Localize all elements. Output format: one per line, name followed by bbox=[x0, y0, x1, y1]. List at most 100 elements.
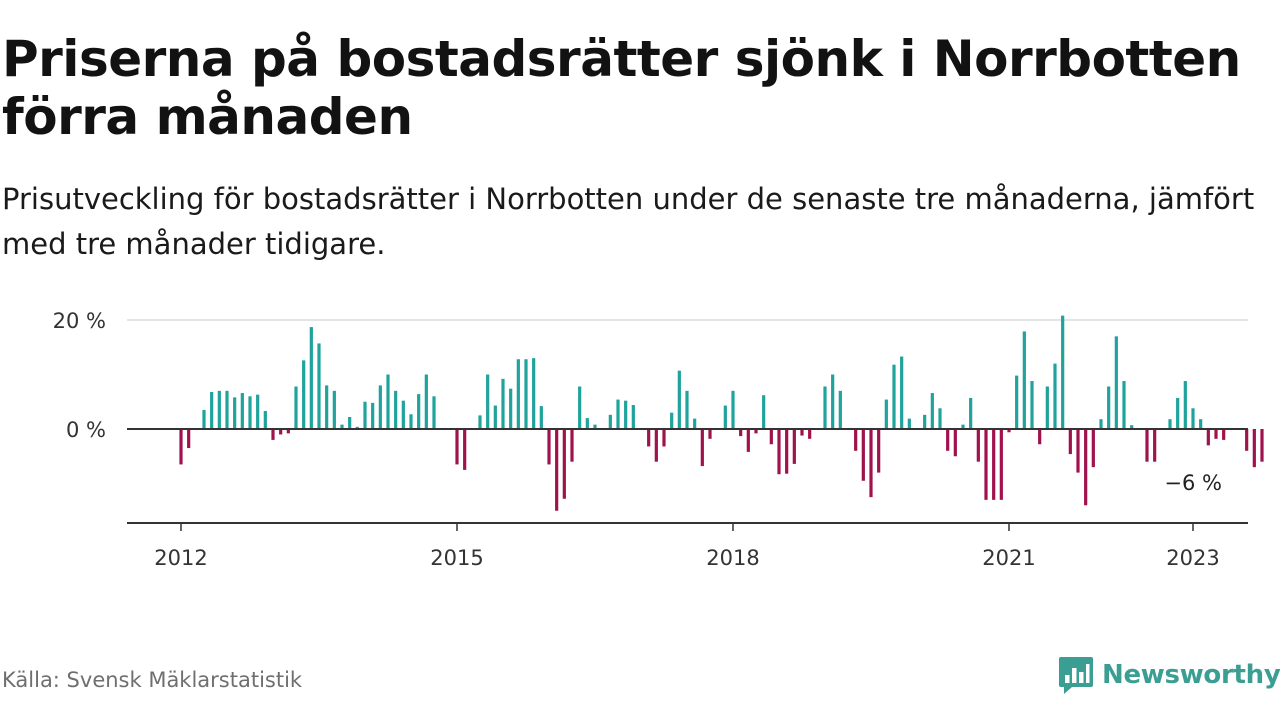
bar bbox=[984, 429, 988, 500]
bar bbox=[486, 374, 490, 429]
bar bbox=[877, 429, 881, 473]
bar bbox=[1107, 386, 1111, 429]
newsworthy-logo-icon bbox=[1059, 657, 1093, 694]
bar bbox=[210, 391, 214, 429]
chart-subtitle: Prisutveckling för bostadsrätter i Norrb… bbox=[2, 182, 1255, 261]
bar bbox=[930, 393, 934, 429]
bar bbox=[869, 429, 873, 498]
bar bbox=[478, 415, 482, 430]
source-note: Källa: Svensk Mäklarstatistik bbox=[2, 668, 303, 692]
bar bbox=[900, 356, 904, 429]
bar bbox=[279, 429, 283, 435]
bar bbox=[685, 390, 689, 429]
bar bbox=[831, 374, 835, 429]
bar-chart: 0 % 20 % 2012 2015 2018 2021 2023 −6 % bbox=[53, 309, 1264, 570]
bar bbox=[217, 390, 221, 429]
bar bbox=[708, 429, 712, 439]
brand-logo[interactable]: Newsworthy bbox=[1058, 654, 1280, 696]
bar bbox=[1068, 429, 1072, 455]
bar bbox=[509, 388, 513, 429]
bar bbox=[1007, 429, 1011, 433]
bar bbox=[1114, 336, 1118, 429]
bar bbox=[363, 401, 367, 429]
bar bbox=[1038, 429, 1042, 445]
bar bbox=[923, 414, 927, 429]
bar bbox=[1214, 429, 1218, 439]
bar bbox=[332, 390, 336, 429]
bar bbox=[662, 429, 666, 447]
bar bbox=[532, 358, 536, 429]
bar bbox=[1084, 429, 1088, 506]
bar bbox=[1130, 425, 1134, 429]
bar bbox=[1015, 375, 1019, 429]
bar bbox=[539, 406, 543, 429]
bar bbox=[723, 405, 727, 429]
bar bbox=[516, 359, 520, 429]
bar bbox=[953, 429, 957, 457]
bar bbox=[992, 429, 996, 500]
bar bbox=[892, 364, 896, 429]
bar bbox=[1099, 419, 1103, 429]
bar bbox=[670, 412, 674, 429]
bar bbox=[202, 409, 206, 429]
bar bbox=[417, 394, 421, 429]
bar bbox=[693, 418, 697, 430]
chart-title: Priserna på bostadsrätter sjönk i Norrbo… bbox=[2, 30, 1241, 146]
bar bbox=[1061, 315, 1065, 429]
bar bbox=[792, 429, 796, 464]
bar bbox=[585, 418, 589, 429]
bar bbox=[1091, 429, 1095, 468]
bar bbox=[999, 429, 1003, 500]
bar bbox=[1222, 429, 1226, 440]
bar bbox=[1076, 429, 1080, 473]
bar bbox=[969, 397, 973, 430]
bar bbox=[616, 399, 620, 429]
bar bbox=[1022, 331, 1026, 429]
bar bbox=[432, 396, 436, 429]
bar bbox=[861, 429, 865, 481]
bar bbox=[309, 327, 313, 429]
bar bbox=[1053, 363, 1057, 429]
bar bbox=[700, 429, 704, 467]
bar bbox=[746, 429, 750, 452]
bar bbox=[248, 396, 252, 429]
brand-name: Newsworthy bbox=[1102, 660, 1280, 690]
bar bbox=[570, 429, 574, 462]
bar bbox=[386, 374, 390, 429]
bar bbox=[785, 429, 789, 474]
bar bbox=[455, 429, 459, 465]
bar bbox=[1191, 408, 1195, 429]
bar bbox=[524, 359, 528, 429]
bar bbox=[1153, 429, 1157, 462]
bar bbox=[1183, 381, 1187, 429]
bar bbox=[1045, 386, 1049, 429]
bar bbox=[800, 429, 804, 436]
bar bbox=[838, 390, 842, 429]
bar bbox=[1122, 381, 1126, 429]
bar bbox=[608, 414, 612, 429]
x-tick-label: 2015 bbox=[430, 546, 483, 570]
bar bbox=[624, 400, 628, 429]
bar bbox=[355, 426, 359, 429]
bar bbox=[463, 429, 467, 470]
bar bbox=[938, 408, 942, 429]
bar bbox=[1168, 419, 1172, 429]
bar bbox=[348, 417, 352, 429]
bar bbox=[263, 411, 267, 429]
bar bbox=[501, 378, 505, 429]
bar bbox=[225, 390, 229, 429]
bar bbox=[394, 390, 398, 429]
bar bbox=[1252, 429, 1256, 468]
bar bbox=[179, 429, 183, 465]
y-tick-label: 0 % bbox=[66, 418, 106, 442]
bar bbox=[754, 429, 758, 434]
bar bbox=[562, 429, 566, 499]
bar bbox=[961, 424, 965, 429]
bar bbox=[317, 343, 321, 429]
x-tick-label: 2023 bbox=[1166, 546, 1219, 570]
bar bbox=[578, 386, 582, 429]
bar bbox=[823, 386, 827, 429]
bar bbox=[302, 360, 306, 429]
bar bbox=[907, 418, 911, 430]
bar bbox=[240, 393, 244, 429]
